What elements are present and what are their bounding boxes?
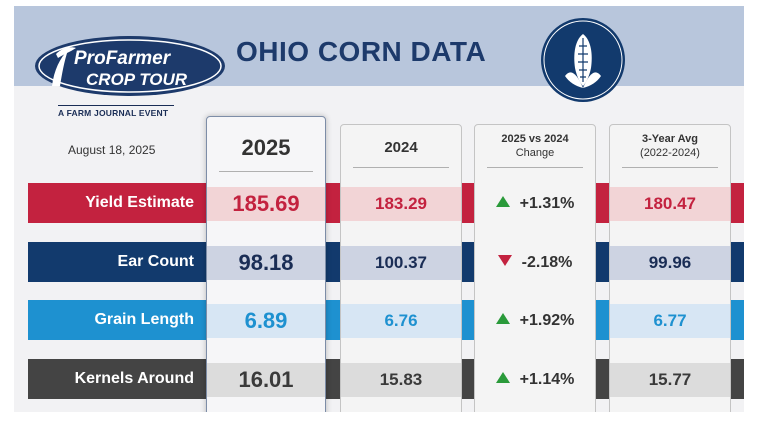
tagline: A FARM JOURNAL EVENT <box>58 108 169 118</box>
column-divider <box>353 167 449 168</box>
date-label: August 18, 2025 <box>68 143 156 157</box>
cell-avg-yield: 180.47 <box>610 187 730 221</box>
cell-avg-kernels-around: 15.77 <box>610 363 730 397</box>
infographic-card: ProFarmer CROP TOUR A FARM JOURNAL EVENT… <box>14 6 744 412</box>
row-label-kernels-around: Kernels Around <box>74 370 194 387</box>
column-header-2024: 2024 <box>384 139 418 156</box>
column-header-change: 2025 vs 2024 <box>501 133 569 145</box>
column-subheader-3yr-avg: (2022-2024) <box>640 147 700 159</box>
cell-2025-grain-length: 6.89 <box>207 304 325 338</box>
logo: ProFarmer CROP TOUR <box>35 36 225 96</box>
column-header-2025: 2025 <box>241 135 291 160</box>
cell-avg-ear-count: 99.96 <box>610 246 730 280</box>
cell-2024-grain-length: 6.76 <box>341 304 461 338</box>
column-header-3yr-avg: 3-Year Avg <box>641 133 699 145</box>
arrow-up-icon <box>495 372 510 384</box>
cell-change-grain-length: +1.92% <box>475 304 595 338</box>
row-label-ear-count: Ear Count <box>117 253 194 270</box>
arrow-down-icon <box>497 255 512 267</box>
cell-change-yield: +1.31% <box>475 187 595 221</box>
change-value: +1.92% <box>519 312 575 329</box>
arrow-up-icon <box>495 313 510 325</box>
change-value: -2.18% <box>521 254 573 271</box>
arrow-up-icon <box>495 196 510 208</box>
cell-change-kernels-around: +1.14% <box>475 363 595 397</box>
page-title: OHIO CORN DATA <box>236 36 487 67</box>
column-change: 2025 vs 2024 Change +1.31% -2.18% +1.92%… <box>474 124 596 412</box>
corn-icon <box>541 18 625 102</box>
tagline-rule <box>58 105 174 106</box>
cell-2024-yield: 183.29 <box>341 187 461 221</box>
cell-avg-grain-length: 6.77 <box>610 304 730 338</box>
logo-line2: CROP TOUR <box>86 70 188 89</box>
logo-line1: ProFarmer <box>74 48 172 69</box>
row-label-grain-length: Grain Length <box>94 311 194 328</box>
column-subheader-change: Change <box>515 147 555 159</box>
cell-2025-ear-count: 98.18 <box>207 246 325 280</box>
cell-2025-yield: 185.69 <box>207 187 325 221</box>
cell-2025-kernels-around: 16.01 <box>207 363 325 397</box>
change-value: +1.31% <box>519 195 575 212</box>
cell-change-ear-count: -2.18% <box>475 246 595 280</box>
cell-2024-ear-count: 100.37 <box>341 246 461 280</box>
column-divider <box>219 171 313 172</box>
column-3yr-avg: 3-Year Avg (2022-2024) 180.47 99.96 6.77… <box>609 124 731 412</box>
column-2024: 2024 183.29 100.37 6.76 15.83 <box>340 124 462 412</box>
column-divider <box>622 167 718 168</box>
column-divider <box>487 167 583 168</box>
row-label-yield: Yield Estimate <box>85 194 194 211</box>
column-2025: 2025 185.69 98.18 6.89 16.01 <box>206 116 326 412</box>
cell-2024-kernels-around: 15.83 <box>341 363 461 397</box>
change-value: +1.14% <box>519 371 575 388</box>
